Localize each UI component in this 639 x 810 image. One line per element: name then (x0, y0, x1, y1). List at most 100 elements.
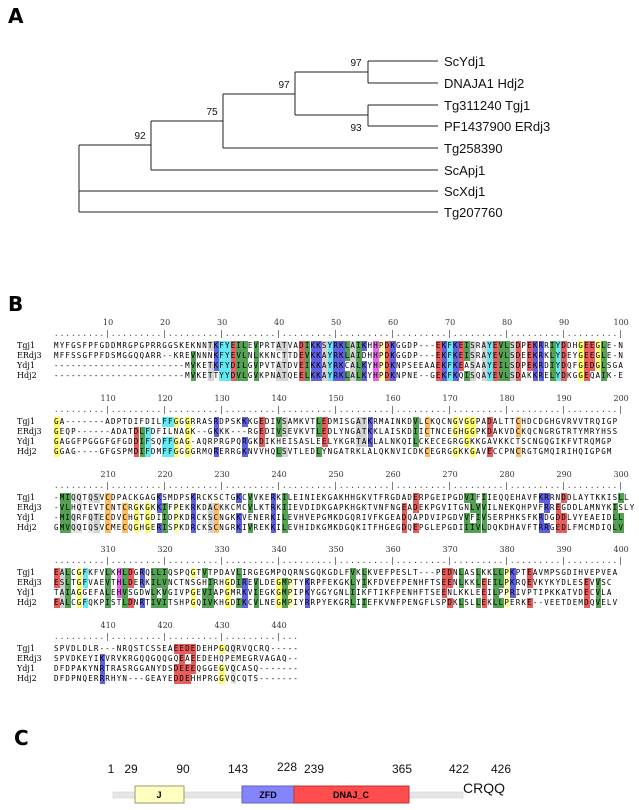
residue-highlight (356, 341, 362, 351)
residue-highlight (276, 371, 282, 381)
position-label: 426 (491, 762, 511, 776)
residue-highlight (413, 493, 419, 503)
residue-highlight (361, 437, 368, 447)
leaf-label: DNAJA1 Hdj2 (444, 76, 524, 91)
residue-highlight (299, 371, 305, 381)
residue-highlight (54, 447, 60, 457)
residue-highlight (464, 351, 471, 361)
residue-highlight (498, 341, 505, 351)
ruler-number: 180 (499, 394, 515, 403)
residue-highlight (361, 598, 368, 608)
residue-highlight (242, 447, 248, 457)
residue-highlight (464, 371, 471, 381)
residue-highlight (527, 351, 533, 361)
residue-highlight (470, 371, 476, 381)
ruler-number: 420 (157, 621, 173, 630)
sequence-row: SPVDKEYIKVRVKRGQQGQQGQEAEEDEHQPEMEGRVAGA… (54, 654, 300, 663)
residue-highlight (150, 588, 157, 598)
residue-highlight (116, 568, 123, 578)
residue-highlight (173, 503, 180, 513)
residue-highlight (59, 578, 66, 588)
residue-highlight (139, 598, 146, 608)
residue-highlight (339, 351, 345, 361)
residue-highlight (122, 568, 129, 578)
phylogenetic-tree: ScYdj1 DNAJA1 Hdj2 Tg311240 Tgj1 PF14379… (78, 54, 550, 220)
residue-highlight (242, 437, 248, 447)
sequence-row: GGAG----GFGSPMDIFDMFFGGGGRMQRERRGKNVVHQL… (54, 447, 613, 456)
sequence-row: EALCGFQKPISTLDNRTIVITSHPGQIVKHGDIKCVLNEG… (54, 598, 619, 607)
residue-highlight (492, 361, 499, 371)
residue-highlight (59, 493, 66, 503)
residue-highlight (282, 588, 288, 598)
residue-highlight (458, 351, 465, 361)
residue-highlight (481, 493, 488, 503)
residue-highlight (470, 447, 476, 457)
residue-highlight (133, 427, 140, 437)
bootstrap-value: 75 (206, 107, 218, 118)
residue-highlight (213, 523, 220, 533)
residue-highlight (612, 503, 619, 513)
residue-highlight (532, 341, 539, 351)
residue-highlight (344, 341, 351, 351)
residue-highlight (270, 513, 277, 523)
residue-highlight (76, 578, 83, 588)
residue-highlight (441, 361, 448, 371)
residue-highlight (93, 513, 100, 523)
residue-highlight (350, 588, 357, 598)
residue-highlight (133, 513, 140, 523)
residue-highlight (487, 351, 493, 361)
residue-highlight (441, 568, 448, 578)
residue-highlight (128, 598, 134, 608)
residue-highlight (76, 598, 83, 608)
residue-highlight (470, 361, 476, 371)
residue-highlight (441, 588, 448, 598)
residue-highlight (139, 568, 146, 578)
residue-highlight (510, 568, 516, 578)
residue-highlight (350, 341, 357, 351)
residue-highlight (173, 417, 180, 427)
residue-highlight (584, 341, 590, 351)
residue-highlight (441, 341, 448, 351)
residue-highlight (492, 598, 499, 608)
residue-highlight (150, 598, 157, 608)
residue-highlight (441, 351, 448, 361)
ruler-number: 10 (103, 318, 114, 327)
sequence-name: Ydj1 (17, 664, 35, 673)
residue-highlight (515, 371, 522, 381)
residue-highlight (367, 417, 374, 427)
position-label: 422 (449, 762, 469, 776)
residue-highlight (510, 588, 516, 598)
residue-highlight (162, 417, 168, 427)
residue-highlight (230, 664, 237, 674)
position-label: 1 (108, 762, 115, 776)
sequence-row: -----------------------MVKETKFYDILGVPVTA… (54, 361, 625, 370)
residue-highlight (595, 361, 602, 371)
residue-highlight (435, 361, 442, 371)
sequence-name: Hdj2 (17, 523, 37, 532)
residue-highlight (173, 523, 180, 533)
residue-highlight (384, 351, 391, 361)
residue-highlight (230, 351, 237, 361)
residue-highlight (384, 361, 391, 371)
residue-highlight (242, 578, 248, 588)
residue-highlight (304, 361, 311, 371)
residue-highlight (561, 361, 567, 371)
residue-highlight (504, 578, 510, 588)
residue-highlight (339, 371, 345, 381)
residue-highlight (453, 351, 459, 361)
residue-highlight (316, 447, 322, 457)
residue-highlight (105, 588, 111, 598)
residue-highlight (168, 417, 174, 427)
residue-highlight (133, 503, 140, 513)
residue-highlight (601, 361, 607, 371)
residue-highlight (578, 341, 585, 351)
residue-highlight (356, 417, 362, 427)
sequence-row: DFDPAKYNRTRASRGGANYDSDEEEQGGEGVQCASQ----… (54, 664, 300, 673)
residue-highlight (373, 361, 379, 371)
residue-highlight (435, 351, 442, 361)
residue-highlight (282, 503, 288, 513)
position-label: 239 (304, 762, 324, 776)
residue-highlight (316, 371, 322, 381)
residue-highlight (185, 674, 191, 684)
residue-highlight (225, 598, 231, 608)
